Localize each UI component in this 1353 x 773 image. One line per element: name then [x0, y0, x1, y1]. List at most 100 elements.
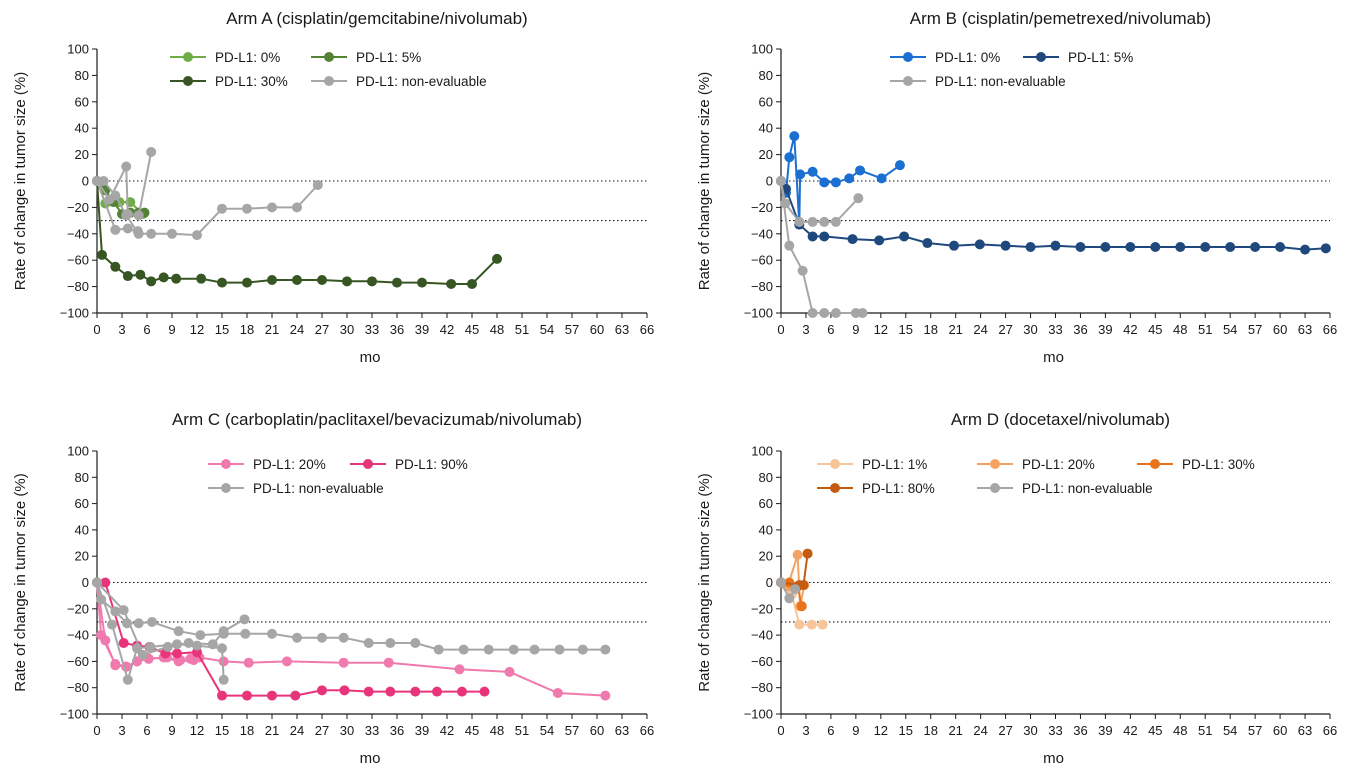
x-tick-label: 39 — [1098, 322, 1112, 337]
x-tick-label: 6 — [143, 322, 150, 337]
legend-label: PD-L1: 5% — [356, 50, 421, 65]
data-point — [819, 177, 830, 188]
data-point — [467, 278, 477, 289]
data-point — [173, 656, 184, 667]
x-tick-label: 42 — [440, 723, 454, 738]
data-point — [1200, 242, 1211, 252]
data-point — [363, 686, 374, 697]
legend-swatch-marker — [1150, 459, 1160, 469]
data-point — [457, 686, 467, 697]
data-point — [874, 235, 885, 246]
x-tick-label: 27 — [998, 723, 1012, 738]
data-point — [508, 644, 519, 655]
y-tick-label: 20 — [75, 147, 89, 162]
y-tick-label: −60 — [751, 654, 773, 669]
data-point — [240, 628, 251, 639]
y-tick-label: 100 — [67, 42, 89, 57]
x-tick-label: 63 — [615, 723, 629, 738]
y-tick-label: 0 — [766, 575, 773, 590]
y-axis-label: Rate of change in tumor size (%) — [696, 473, 713, 691]
legend-entry: PD-L1: 0% — [170, 50, 280, 65]
data-point — [784, 152, 795, 163]
x-tick-label: 60 — [1273, 723, 1287, 738]
x-tick-label: 24 — [973, 723, 987, 738]
legend-entry: PD-L1: 1% — [817, 457, 927, 472]
data-point — [100, 635, 111, 646]
data-point — [146, 146, 157, 157]
data-point — [1300, 244, 1311, 255]
x-tick-label: 33 — [1048, 322, 1062, 337]
data-point — [118, 637, 129, 648]
x-tick-label: 63 — [1298, 723, 1312, 738]
legend-label: PD-L1: 30% — [215, 74, 288, 89]
legend-entry: PD-L1: non-evaluable — [977, 481, 1153, 496]
legend-label: PD-L1: 30% — [1182, 457, 1255, 472]
data-point — [844, 173, 855, 184]
data-point — [554, 644, 565, 655]
x-tick-label: 18 — [240, 322, 254, 337]
data-point — [147, 616, 157, 627]
data-point — [217, 690, 227, 701]
series-line — [96, 180, 498, 285]
data-point — [504, 666, 515, 677]
data-point — [876, 173, 887, 184]
x-tick-label: 24 — [973, 322, 987, 337]
legend-entry: PD-L1: 20% — [208, 457, 326, 472]
data-point — [242, 203, 252, 214]
x-tick-label: 39 — [1098, 723, 1112, 738]
legend-entry: PD-L1: 5% — [311, 50, 421, 65]
y-tick-label: −60 — [751, 253, 773, 268]
data-point — [807, 308, 818, 318]
y-tick-label: 60 — [759, 94, 773, 109]
data-point — [338, 657, 349, 668]
chart-panel-2: Arm B (cisplatin/pemetrexed/nivolumab) 10… — [696, 9, 1337, 366]
data-point — [855, 165, 866, 176]
data-point — [110, 224, 121, 235]
data-point — [1225, 242, 1236, 252]
x-tick-label: 54 — [1223, 723, 1237, 738]
data-point — [483, 644, 494, 655]
x-tick-label: 6 — [827, 322, 834, 337]
x-tick-label: 18 — [923, 723, 937, 738]
series-3 — [92, 176, 502, 289]
x-tick-label: 24 — [290, 322, 304, 337]
x-tick-label: 27 — [998, 322, 1012, 337]
y-tick-label: 60 — [759, 496, 773, 511]
data-point — [922, 238, 933, 249]
x-tick-label: 27 — [315, 322, 329, 337]
data-point — [798, 580, 809, 591]
data-point — [458, 644, 469, 655]
series-line — [97, 581, 485, 697]
data-point — [282, 656, 292, 667]
x-tick-label: 39 — [415, 322, 429, 337]
data-point — [188, 655, 199, 666]
y-tick-label: −80 — [751, 680, 773, 695]
data-point — [121, 161, 132, 172]
series-3 — [776, 176, 868, 318]
y-tick-label: 80 — [75, 470, 89, 485]
x-tick-label: 60 — [590, 723, 604, 738]
series-2 — [776, 176, 1331, 255]
legend-label: PD-L1: non-evaluable — [253, 481, 384, 496]
x-tick-label: 54 — [1223, 322, 1237, 337]
y-tick-label: −100 — [744, 306, 773, 321]
data-point — [363, 637, 374, 648]
data-point — [830, 308, 841, 318]
x-tick-label: 57 — [1248, 322, 1262, 337]
y-tick-label: −40 — [751, 628, 773, 643]
data-point — [243, 657, 254, 668]
y-tick-label: −20 — [67, 200, 89, 215]
x-tick-label: 66 — [1323, 322, 1337, 337]
data-point — [137, 649, 148, 660]
x-tick-label: 27 — [315, 723, 329, 738]
x-tick-label: 12 — [874, 723, 888, 738]
legend-label: PD-L1: non-evaluable — [1022, 481, 1153, 496]
x-tick-label: 15 — [215, 322, 229, 337]
legend-label: PD-L1: non-evaluable — [356, 74, 487, 89]
data-point — [847, 234, 858, 245]
data-point — [218, 674, 229, 685]
data-point — [292, 202, 302, 213]
y-tick-label: 100 — [751, 42, 773, 57]
data-point — [107, 619, 117, 630]
x-tick-label: 24 — [290, 723, 304, 738]
